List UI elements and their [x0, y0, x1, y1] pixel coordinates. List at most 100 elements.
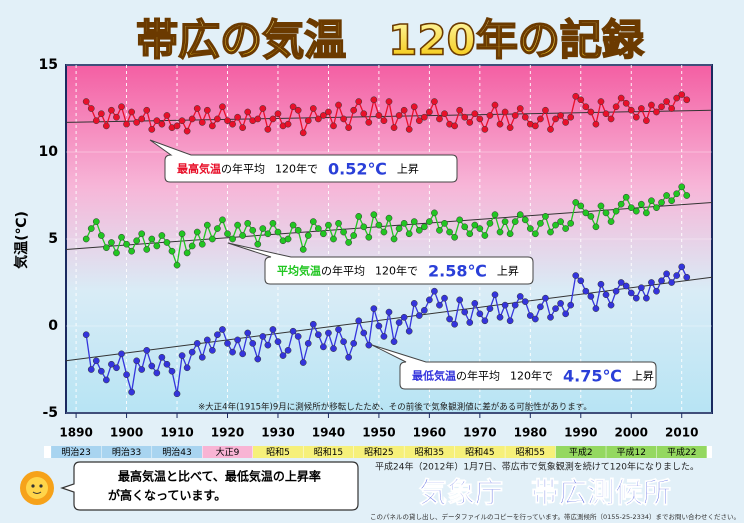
data-point: [648, 279, 655, 286]
data-point: [592, 223, 600, 231]
data-point: [158, 120, 166, 128]
data-point: [203, 336, 211, 344]
data-point: [153, 369, 161, 377]
data-point: [304, 117, 312, 125]
y-axis-label: 気温(℃): [13, 211, 30, 269]
data-point: [304, 340, 312, 347]
data-point: [486, 112, 494, 119]
data-point: [355, 213, 363, 220]
data-point: [420, 113, 428, 121]
data-point: [562, 119, 569, 126]
data-point: [370, 96, 378, 104]
data-point: [426, 218, 433, 225]
era-cell: [101, 446, 152, 458]
data-point: [572, 92, 580, 100]
callout-value: 2.58℃: [428, 261, 487, 280]
data-point: [335, 219, 342, 227]
data-point: [365, 119, 373, 126]
data-point: [516, 211, 524, 218]
data-point: [521, 298, 529, 305]
data-point: [375, 112, 383, 119]
data-point: [476, 115, 484, 123]
data-point: [320, 230, 327, 238]
data-point: [410, 103, 418, 111]
legend-label: 平均気温: [277, 264, 321, 278]
era-label: 平成12: [617, 446, 646, 458]
data-point: [168, 247, 176, 255]
x-tick-label: 2000: [615, 426, 648, 440]
data-point: [193, 105, 201, 112]
data-point: [501, 218, 509, 225]
data-point: [466, 230, 474, 238]
data-point: [97, 232, 105, 239]
data-point: [587, 293, 595, 300]
data-point: [118, 233, 125, 241]
data-point: [542, 106, 549, 114]
data-point: [163, 239, 171, 246]
data-point: [395, 112, 403, 119]
data-point: [668, 279, 675, 286]
callout-value: 0.52℃: [328, 159, 387, 178]
data-point: [219, 326, 226, 333]
data-point: [239, 232, 246, 239]
data-point: [259, 105, 267, 112]
data-point: [370, 305, 378, 312]
data-point: [103, 122, 110, 130]
data-point: [632, 207, 640, 215]
data-point: [143, 347, 151, 354]
data-point: [537, 303, 544, 311]
data-point: [173, 122, 181, 130]
data-point: [663, 98, 670, 105]
data-point: [643, 294, 650, 302]
data-point: [320, 343, 327, 351]
data-point: [496, 313, 504, 321]
y-tick-label: -5: [42, 405, 58, 421]
callout-text: 最低気温の年平均 120年で 4.75℃ 上昇: [412, 366, 654, 385]
data-point: [380, 333, 388, 340]
data-point: [653, 108, 660, 116]
data-point: [244, 108, 252, 116]
data-point: [456, 106, 464, 114]
data-point: [148, 235, 156, 243]
data-point: [431, 98, 438, 105]
data-point: [254, 115, 262, 123]
x-tick-label: 1930: [261, 426, 294, 440]
office-name: 気象庁 帯広測候所: [419, 476, 671, 509]
data-point: [456, 296, 464, 304]
data-point: [309, 218, 317, 225]
data-point: [108, 239, 115, 246]
data-point: [224, 230, 231, 238]
data-point: [436, 301, 443, 309]
data-point: [309, 320, 317, 328]
data-point: [491, 101, 499, 109]
x-tick-label: 2010: [665, 426, 698, 440]
data-point: [400, 106, 408, 114]
era-label: 昭和45: [465, 447, 494, 458]
data-point: [653, 204, 660, 212]
callout-text: 最高気温の年平均 120年で 0.52℃ 上昇: [177, 159, 419, 178]
data-point: [224, 117, 231, 125]
mascot: [20, 471, 54, 505]
data-point: [481, 126, 489, 133]
data-point: [269, 326, 277, 333]
data-point: [617, 200, 625, 208]
data-point: [587, 213, 595, 220]
data-point: [673, 190, 681, 198]
data-point: [451, 320, 458, 328]
data-point: [511, 218, 519, 225]
data-point: [138, 230, 146, 238]
x-tick-label: 1900: [110, 426, 143, 440]
data-point: [279, 352, 287, 359]
data-point: [82, 331, 90, 339]
data-point: [128, 108, 135, 116]
anniversary-text: 平成24年（2012年）1月7日、帯広市で気象観測を続けて120年になりました。: [375, 461, 699, 473]
data-point: [557, 218, 564, 225]
legend-label: 最高気温: [177, 162, 221, 176]
data-point: [234, 221, 241, 229]
callout-value: 4.75℃: [563, 366, 622, 385]
data-point: [123, 240, 130, 248]
data-point: [648, 197, 655, 205]
callout-box: [227, 242, 534, 285]
data-point: [148, 362, 156, 370]
data-point: [234, 113, 241, 121]
